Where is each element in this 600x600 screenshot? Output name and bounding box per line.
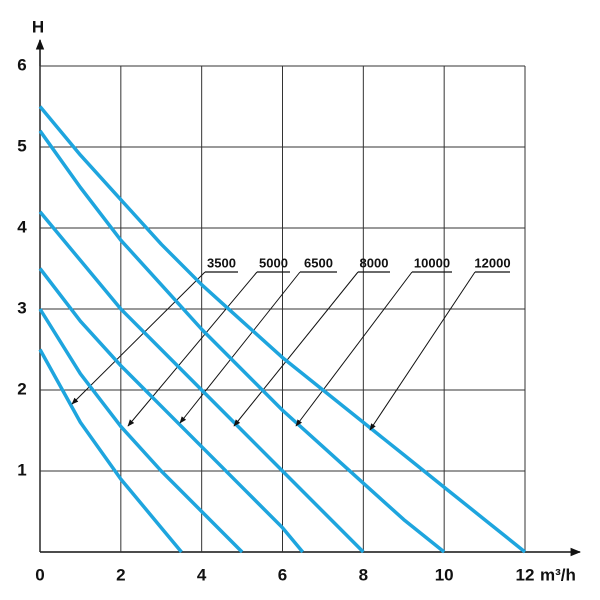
leader-arrow xyxy=(179,271,301,424)
y-tick-label: 1 xyxy=(17,460,26,479)
curve xyxy=(38,105,527,554)
curve xyxy=(38,348,183,554)
y-tick-label: 4 xyxy=(17,217,27,236)
series-label: 12000 xyxy=(474,255,510,270)
leader-arrow xyxy=(127,271,258,427)
x-tick-label: 12 xyxy=(516,565,535,584)
series-label: 8000 xyxy=(360,255,389,270)
x-tick-label: 0 xyxy=(35,565,44,584)
x-axis-label: m³/h xyxy=(540,565,576,584)
x-tick-label: 6 xyxy=(278,565,287,584)
series-label: 10000 xyxy=(414,255,450,270)
series-label: 6500 xyxy=(304,255,333,270)
leader-arrow xyxy=(295,271,413,427)
leader-arrow xyxy=(369,271,476,431)
y-tick-label: 2 xyxy=(17,379,26,398)
curve xyxy=(38,267,305,554)
y-tick-label: 5 xyxy=(17,136,26,155)
curve xyxy=(38,129,446,554)
curve xyxy=(38,308,244,554)
curve xyxy=(38,210,365,554)
x-tick-label: 2 xyxy=(116,565,125,584)
series-label: 3500 xyxy=(207,255,236,270)
y-tick-label: 3 xyxy=(17,298,26,317)
x-tick-label: 4 xyxy=(197,565,207,584)
leader-arrow xyxy=(71,271,206,405)
leader-arrow xyxy=(233,271,359,427)
y-tick-label: 6 xyxy=(17,55,26,74)
x-tick-label: 10 xyxy=(435,565,454,584)
x-tick-label: 8 xyxy=(359,565,368,584)
y-axis-label: H xyxy=(32,17,44,36)
series-label: 5000 xyxy=(259,255,288,270)
